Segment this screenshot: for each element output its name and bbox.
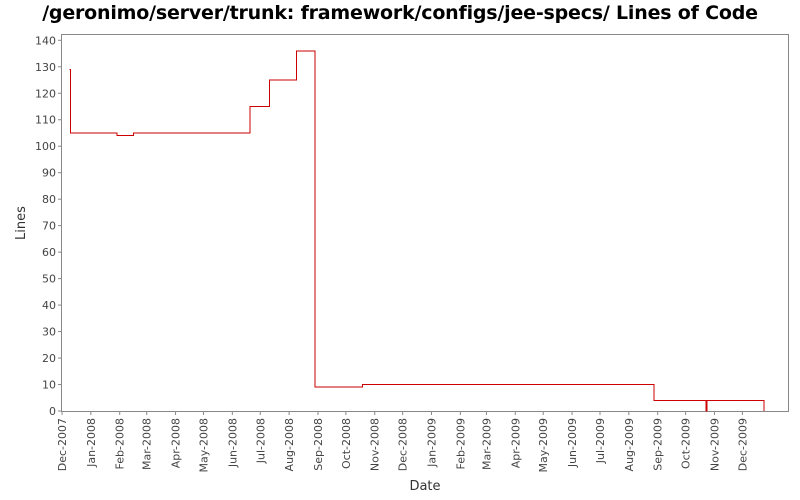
x-tick-label: Feb-2009 (454, 418, 467, 469)
y-tick-label: 30 (42, 326, 56, 339)
x-tick-label: Jan-2009 (426, 418, 439, 468)
y-tick-label: 90 (42, 167, 56, 180)
x-tick-label: Apr-2008 (170, 418, 183, 468)
x-tick-label: Oct-2009 (680, 418, 693, 469)
y-tick-label: 20 (42, 352, 56, 365)
series-line (69, 50, 765, 412)
x-tick-label: Apr-2009 (509, 418, 522, 468)
plot-area-frame (61, 34, 789, 412)
chart-title: /geronimo/server/trunk: framework/config… (42, 2, 758, 24)
x-tick-label: Sep-2009 (652, 418, 665, 471)
x-tick-label: Dec-2007 (56, 418, 69, 471)
x-axis: Dec-2007 Jan-2008 Feb-2008 Mar-2008 Apr-2008… (56, 411, 749, 473)
y-tick-label: 10 (42, 379, 56, 392)
y-tick-label: 60 (42, 246, 56, 259)
y-axis: 0 10 20 30 40 50 60 70 80 90 100 110 120 130 140 (35, 34, 62, 418)
x-tick-label: Sep-2008 (312, 418, 325, 471)
x-tick-label: Mar-2009 (480, 418, 493, 470)
x-tick-label: Feb-2008 (114, 418, 127, 469)
y-tick-label: 140 (35, 34, 56, 47)
x-tick-label: Jul-2009 (594, 418, 607, 464)
x-tick-label: Mar-2008 (141, 418, 154, 470)
x-tick-label: Jun-2009 (566, 418, 579, 468)
y-axis-title: Lines (14, 206, 29, 240)
y-tick-label: 50 (42, 273, 56, 286)
x-tick-label: May-2009 (537, 418, 550, 473)
x-axis-title: Date (409, 479, 440, 494)
y-tick-label: 80 (42, 193, 56, 206)
x-tick-label: May-2008 (197, 418, 210, 473)
x-tick-label: Aug-2008 (283, 418, 296, 471)
x-tick-label: Jan-2008 (85, 418, 98, 468)
y-tick-label: 40 (42, 299, 56, 312)
y-tick-label: 130 (35, 61, 56, 74)
y-tick-label: 70 (42, 220, 56, 233)
y-tick-label: 110 (35, 114, 56, 127)
x-tick-label: Nov-2009 (708, 418, 721, 471)
y-tick-label: 0 (49, 405, 56, 418)
y-tick-label: 100 (35, 140, 56, 153)
x-tick-label: Jun-2008 (226, 418, 239, 468)
x-tick-label: Jul-2008 (254, 418, 267, 464)
x-tick-label: Nov-2008 (369, 418, 382, 471)
y-tick-label: 120 (35, 87, 56, 100)
x-tick-label: Dec-2008 (397, 418, 410, 471)
x-tick-label: Aug-2009 (623, 418, 636, 471)
x-tick-label: Oct-2008 (340, 418, 353, 469)
series-layer (69, 50, 765, 412)
x-tick-label: Dec-2009 (736, 418, 749, 471)
